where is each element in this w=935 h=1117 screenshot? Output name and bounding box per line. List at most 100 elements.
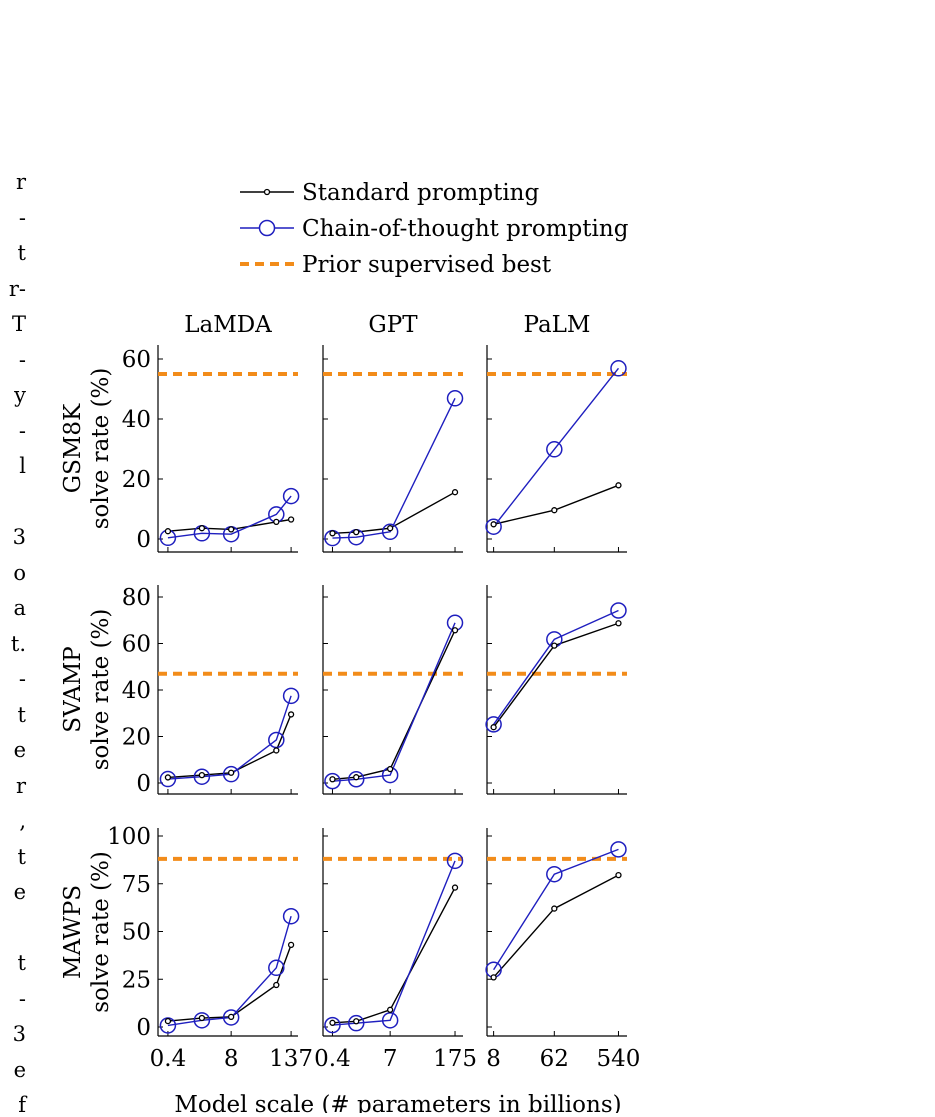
series-cot-line — [493, 848, 619, 971]
edge-fragment: e — [13, 1057, 26, 1082]
edge-fragment: o — [13, 560, 26, 585]
y-axis-label: solve rate (%) — [88, 609, 114, 771]
standard-point — [387, 525, 394, 532]
column-title-lamda: LaMDA — [184, 312, 272, 338]
x-tick-label: 540 — [597, 1046, 641, 1072]
cot-point — [546, 865, 563, 883]
series-cot-line — [167, 916, 292, 1027]
edge-fragment: - — [18, 205, 26, 230]
y-tick-label: 20 — [122, 725, 151, 751]
y-tick-label: 50 — [122, 920, 151, 946]
cot-point — [268, 959, 285, 977]
panel-svamp-gpt — [322, 585, 464, 795]
panel-gsm8k-palm — [485, 345, 627, 553]
panel-gsm8k-lamda: 0 20 40 60 — [122, 345, 300, 553]
standard-point — [615, 482, 622, 489]
edge-fragment: t — [17, 702, 26, 727]
y-tick-label: 60 — [122, 347, 151, 373]
x-tick-label: 0.4 — [314, 1046, 351, 1072]
cot-point — [610, 602, 627, 619]
standard-point — [353, 1018, 360, 1025]
cot-point — [347, 771, 365, 788]
y-axis-label: solve rate (%) — [88, 368, 114, 530]
edge-fragment: t — [17, 241, 26, 265]
y-tick-label: 25 — [122, 967, 151, 993]
y-tick-label: 40 — [122, 678, 151, 704]
series-cot-line — [332, 622, 456, 782]
left-page-edge: r - t r- T - y - l 3 o a t. - t e r, t e t -3 e f — [0, 0, 40, 1117]
cot-point — [193, 1012, 211, 1029]
series-cot-line — [332, 860, 456, 1026]
standard-point — [329, 776, 336, 783]
legend: Standard prompting Chain-of-thought prom… — [240, 180, 629, 278]
edge-fragment: r- — [8, 276, 26, 301]
standard-point — [615, 620, 622, 627]
edge-fragment: f — [18, 1093, 26, 1117]
x-tick-label: 7 — [383, 1046, 398, 1072]
standard-point — [273, 747, 280, 754]
standard-point — [329, 530, 336, 537]
cot-point — [546, 441, 563, 458]
standard-point — [287, 941, 295, 949]
panel-mawps-palm: 8 62 540 — [485, 828, 641, 1072]
y-tick-label: 0 — [136, 1015, 151, 1041]
standard-point — [490, 724, 497, 731]
column-title-palm: PaLM — [524, 312, 591, 338]
edge-fragment: l — [19, 454, 26, 478]
standard-point — [273, 981, 280, 989]
standard-point — [387, 1006, 394, 1013]
cot-point — [324, 772, 341, 790]
edge-fragment: - — [18, 986, 26, 1011]
y-tick-label: 80 — [122, 585, 151, 611]
cot-point — [446, 852, 464, 870]
panel-gsm8k-gpt — [322, 345, 464, 553]
legend-cot-marker — [258, 219, 276, 237]
cot-point — [610, 841, 627, 858]
standard-point — [490, 974, 497, 981]
standard-point — [287, 516, 295, 523]
standard-point — [551, 507, 558, 514]
standard-point — [287, 711, 295, 718]
cot-point — [347, 1014, 365, 1032]
cot-point — [485, 716, 502, 733]
x-tick-label: 8 — [224, 1046, 239, 1072]
legend-prior-label: Prior supervised best — [302, 252, 552, 278]
x-tick-label: 8 — [486, 1046, 501, 1072]
series-standard-line — [332, 887, 456, 1024]
row-label-mawps: MAWPS — [60, 885, 86, 979]
edge-fragment: a — [13, 596, 26, 620]
edge-fragment: - — [18, 667, 26, 691]
panel-mawps-lamda: 0 25 50 75 100 0.4 8 137 — [107, 824, 313, 1072]
standard-point — [227, 769, 235, 776]
standard-point — [198, 525, 206, 532]
cot-point — [222, 765, 240, 783]
standard-point — [353, 528, 360, 536]
standard-point — [198, 771, 206, 779]
edge-fragment: e — [13, 880, 26, 904]
standard-point — [329, 1019, 336, 1026]
cot-point — [610, 360, 627, 377]
standard-point — [490, 521, 497, 528]
legend-standard-label: Standard prompting — [302, 180, 539, 206]
edge-fragment: - — [18, 418, 26, 443]
panel-mawps-gpt: 0.4 7 175 — [314, 828, 477, 1072]
legend-standard-marker — [263, 188, 271, 196]
edge-fragment: e — [13, 738, 26, 762]
standard-point — [164, 774, 172, 781]
y-axis-label: solve rate (%) — [88, 851, 114, 1013]
edge-fragment: 3 — [12, 525, 26, 549]
x-tick-label: 0.4 — [150, 1046, 187, 1072]
y-tick-label: 40 — [122, 407, 151, 433]
series-standard-line — [332, 491, 456, 534]
cot-point — [282, 487, 300, 505]
edge-fragment: r — [15, 773, 26, 798]
standard-point — [551, 642, 558, 649]
cot-point — [222, 1009, 240, 1026]
standard-point — [273, 518, 280, 526]
standard-point — [451, 489, 459, 496]
edge-fragment: t. — [10, 631, 26, 656]
edge-fragment: - — [18, 347, 26, 372]
y-tick-label: 0 — [136, 771, 151, 797]
edge-fragment: y — [14, 383, 26, 407]
